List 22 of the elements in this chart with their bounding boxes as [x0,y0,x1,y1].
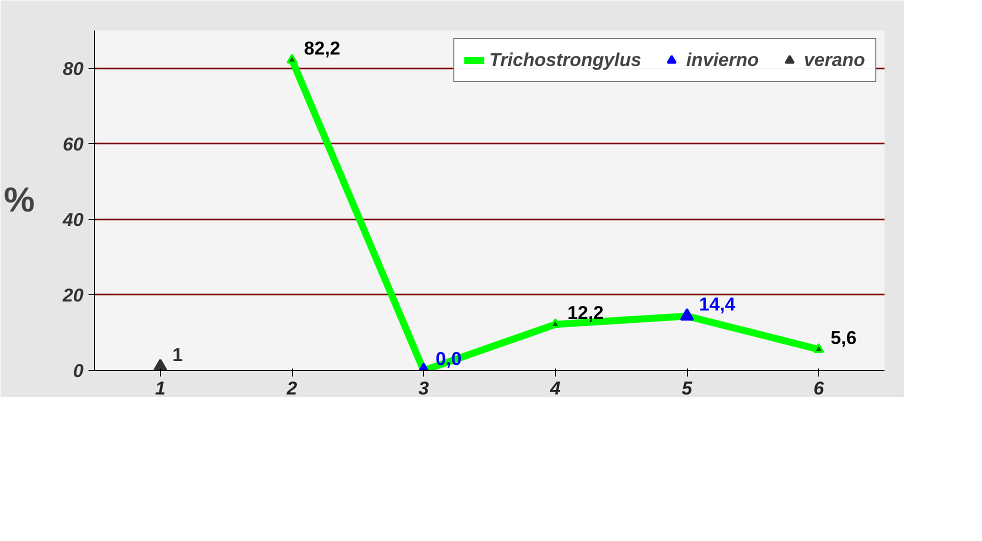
data-label: 14,4 [699,294,736,315]
y-tick-label: 40 [62,208,84,230]
point [286,54,298,64]
x-tick-label: 5 [682,378,693,398]
data-label: 82,2 [304,37,340,58]
y-tick-label: 0 [73,360,84,381]
y-axis-title: % [4,182,35,220]
data-label: 12,2 [567,302,604,323]
data-label: 5,6 [830,326,857,348]
x-tick-label: 6 [813,378,824,398]
point [813,343,824,353]
legend-label: invierno [686,49,759,71]
y-tick-label: 80 [62,58,84,79]
y-tick-label: 60 [62,133,84,154]
x-tick-label: 4 [549,378,562,398]
legend-label: verano [804,49,865,71]
x-tick-label: 2 [286,378,298,398]
y-tick-label: 20 [62,284,84,306]
x-tick-label: 1 [155,378,166,398]
x-tick-label: 3 [418,378,430,398]
legend-label: Trichostrongylus [489,49,642,71]
data-label: 1 [172,344,183,366]
